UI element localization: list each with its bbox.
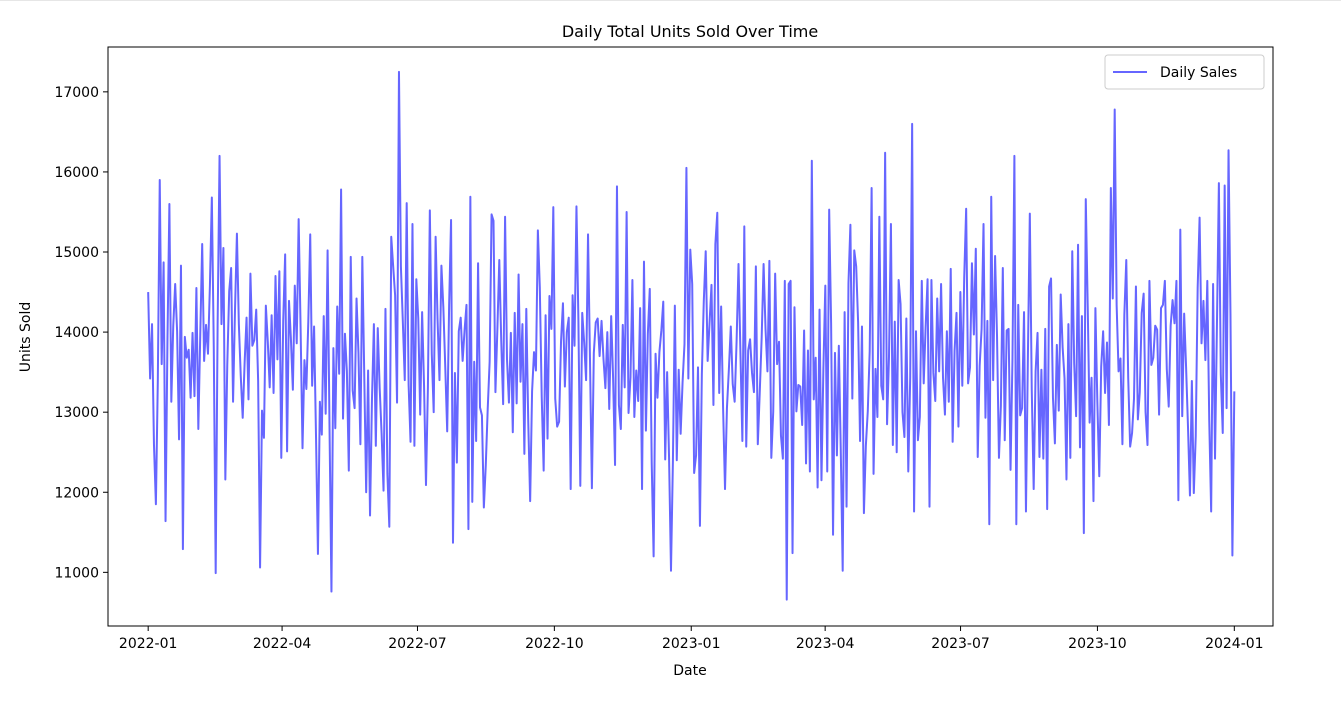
- x-tick-label: 2022-04: [253, 636, 312, 652]
- x-axis-label: Date: [673, 663, 706, 679]
- chart-title: Daily Total Units Sold Over Time: [562, 22, 818, 41]
- y-tick-label: 12000: [54, 485, 99, 501]
- y-tick-label: 16000: [54, 165, 99, 181]
- legend-box: [1104, 54, 1265, 90]
- top-divider: [0, 0, 1341, 1]
- y-axis: 11000 12000 13000 14000 15000 16000 17000: [54, 85, 108, 581]
- legend: Daily Sales: [1104, 54, 1265, 90]
- x-tick-label: 2023-01: [662, 636, 721, 652]
- x-tick-label: 2024-01: [1205, 636, 1264, 652]
- legend-label: Daily Sales: [1160, 65, 1237, 81]
- x-tick-label: 2023-04: [796, 636, 855, 652]
- plot-frame: [107, 46, 1274, 627]
- plot-series: [147, 70, 1236, 601]
- y-axis-label: Units Sold: [18, 302, 34, 372]
- y-tick-label: 14000: [54, 325, 99, 341]
- x-tick-label: 2023-07: [931, 636, 990, 652]
- x-tick-label: 2022-10: [525, 636, 584, 652]
- y-tick-label: 13000: [54, 405, 99, 421]
- y-tick-label: 17000: [54, 85, 99, 101]
- x-axis: 2022-01 2022-04 2022-07 2022-10 2023-01 2023-…: [119, 626, 1264, 652]
- y-tick-label: 15000: [54, 245, 99, 261]
- x-tick-label: 2022-01: [119, 636, 178, 652]
- y-tick-label: 11000: [54, 565, 99, 581]
- x-tick-label: 2022-07: [388, 636, 447, 652]
- x-tick-label: 2023-10: [1068, 636, 1127, 652]
- daily-sales-line: [147, 70, 1236, 601]
